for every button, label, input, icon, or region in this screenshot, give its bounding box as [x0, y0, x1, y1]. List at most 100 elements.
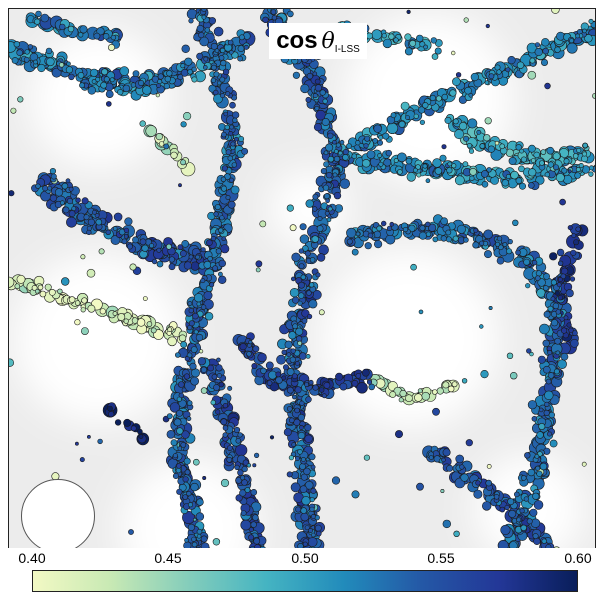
particle — [552, 164, 559, 171]
particle — [532, 492, 540, 500]
particle — [217, 271, 223, 277]
particle — [299, 485, 308, 494]
particle — [326, 217, 332, 223]
particle — [335, 142, 341, 148]
particle — [518, 165, 525, 173]
particle — [229, 49, 234, 55]
particle — [428, 455, 434, 460]
particle — [535, 465, 541, 471]
particle — [110, 235, 121, 245]
particle — [286, 204, 294, 212]
particle — [183, 111, 192, 121]
particle — [137, 428, 143, 435]
particle — [210, 399, 216, 406]
particle — [282, 364, 289, 371]
particle — [136, 318, 146, 327]
particle — [188, 254, 194, 260]
particle — [502, 242, 508, 247]
particle — [213, 384, 220, 391]
particle — [169, 402, 181, 413]
particle — [563, 315, 569, 321]
particle — [314, 105, 320, 111]
particle — [220, 176, 227, 183]
particle — [311, 235, 319, 243]
particle — [416, 34, 424, 43]
particle — [237, 432, 243, 438]
particle — [294, 407, 300, 414]
particle — [567, 169, 572, 174]
particle — [105, 229, 111, 236]
particle — [288, 417, 295, 424]
particle — [388, 33, 395, 40]
particle — [515, 177, 523, 184]
particle — [281, 349, 287, 355]
particle — [233, 426, 241, 434]
particle — [11, 57, 19, 64]
particle — [238, 34, 245, 41]
particle — [538, 422, 546, 430]
particle — [81, 327, 89, 335]
particle — [195, 333, 204, 342]
particle — [416, 172, 422, 178]
particle — [220, 47, 226, 54]
particle — [527, 468, 535, 477]
particle — [452, 77, 461, 86]
particle — [534, 453, 540, 459]
particle — [24, 49, 30, 55]
particle — [291, 442, 297, 447]
particle — [119, 66, 130, 76]
particle — [59, 23, 66, 31]
particle — [188, 308, 194, 314]
particle — [184, 57, 193, 66]
particle — [78, 32, 84, 38]
particle — [306, 72, 314, 80]
particle — [542, 365, 551, 374]
particle — [446, 464, 454, 472]
particle — [538, 407, 544, 413]
particle — [200, 387, 208, 394]
particle — [168, 263, 176, 271]
particle — [186, 416, 192, 422]
particle — [351, 153, 358, 159]
particle — [301, 317, 308, 324]
particle — [406, 9, 411, 15]
particle — [248, 340, 253, 345]
particle — [299, 400, 305, 406]
particle — [576, 147, 582, 153]
particle — [237, 469, 244, 476]
particle — [305, 396, 312, 403]
particle — [479, 143, 486, 149]
particle — [294, 386, 302, 394]
particle — [584, 34, 593, 43]
particle — [455, 454, 465, 464]
particle — [405, 157, 413, 165]
particle — [235, 437, 242, 444]
particle — [355, 231, 361, 237]
particle — [248, 534, 255, 541]
particle — [190, 346, 198, 353]
particle — [362, 159, 371, 168]
particle — [516, 61, 525, 69]
particle — [223, 111, 229, 117]
particle — [87, 86, 97, 95]
particle — [452, 235, 459, 242]
particle — [178, 381, 185, 388]
particle — [193, 517, 197, 522]
particle — [366, 379, 372, 385]
particle — [218, 381, 225, 388]
particle — [229, 124, 234, 130]
particle — [435, 95, 442, 102]
particle — [535, 270, 543, 277]
particle — [270, 9, 277, 15]
particle — [544, 171, 550, 178]
particle — [323, 381, 331, 389]
particle — [389, 391, 397, 398]
particle — [351, 379, 359, 387]
particle — [547, 350, 553, 356]
particle — [61, 182, 69, 190]
particle — [91, 79, 97, 84]
particle — [252, 514, 259, 521]
particle — [581, 461, 587, 467]
particle — [466, 143, 473, 149]
particle — [304, 525, 310, 531]
